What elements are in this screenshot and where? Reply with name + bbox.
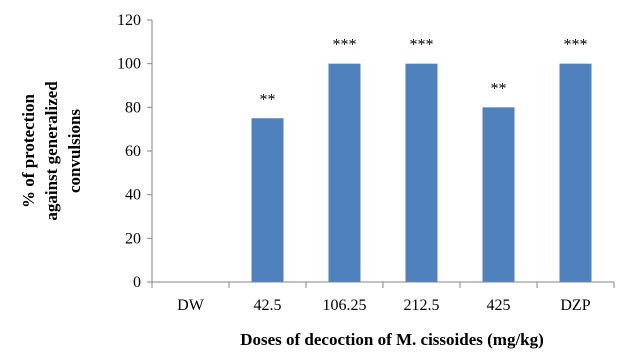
y-tick-label: 0 <box>133 274 141 291</box>
y-tick-label: 20 <box>125 230 141 247</box>
x-tick-label: DW <box>177 297 205 314</box>
significance-label: ** <box>491 80 507 97</box>
x-axis-title: Doses of decoction of M. cissoides (mg/k… <box>240 330 544 349</box>
x-axis: DW 42.5 106.25 212.5 425 DZP <box>151 281 615 314</box>
bar <box>559 63 592 282</box>
significance-label: ** <box>260 91 276 108</box>
bar <box>405 63 438 282</box>
x-tick-label: 42.5 <box>254 297 282 314</box>
y-axis-title-line: convulsions <box>65 109 84 193</box>
x-tick-label: 106.25 <box>323 297 367 314</box>
y-axis-title-line: against generalized <box>42 81 61 221</box>
bar <box>482 107 515 282</box>
bars: ***** ******** <box>251 37 592 282</box>
y-tick-label: 60 <box>125 143 141 160</box>
x-tick-label: DZP <box>560 297 590 314</box>
y-axis-title: % of protection against generalized convul… <box>19 81 84 221</box>
y-tick-label: 40 <box>125 187 141 204</box>
significance-label: *** <box>410 37 434 54</box>
bar <box>328 63 361 282</box>
y-tick-label: 100 <box>117 56 141 73</box>
y-tick-label: 80 <box>125 99 141 116</box>
y-axis-title-line: % of protection <box>19 93 38 207</box>
x-tick-label: 212.5 <box>404 297 440 314</box>
significance-label: *** <box>333 37 357 54</box>
x-tick-label: 425 <box>487 297 511 314</box>
y-tick-label: 120 <box>117 12 141 29</box>
significance-label: *** <box>564 37 588 54</box>
y-axis: 0 20 40 60 80 100 120 <box>117 12 153 291</box>
bar <box>251 118 284 282</box>
